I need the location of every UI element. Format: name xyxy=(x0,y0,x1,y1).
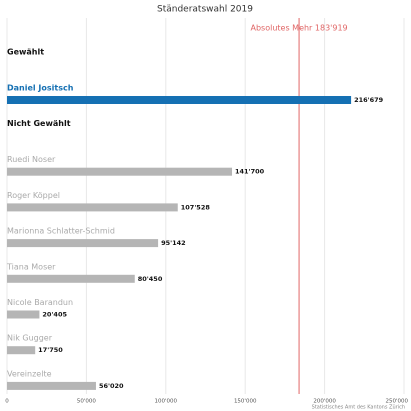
value-label: 17'750 xyxy=(38,346,63,354)
source: Statistisches Amt des Kantons Zürich xyxy=(312,405,405,411)
chart-title: Ständeratswahl 2019 xyxy=(157,5,253,15)
category-label: Roger Köppel xyxy=(7,191,60,200)
group-header: Nicht Gewählt xyxy=(7,119,71,128)
value-label: 95'142 xyxy=(161,239,186,247)
value-label: 141'700 xyxy=(235,168,265,176)
category-label: Ruedi Noser xyxy=(7,155,56,164)
category-label: Nik Gugger xyxy=(7,334,53,343)
category-label: Vereinzelte xyxy=(7,369,52,378)
value-label: 216'679 xyxy=(354,96,384,104)
category-label: Daniel Jositsch xyxy=(7,84,74,93)
bar xyxy=(7,274,135,283)
bar xyxy=(7,239,159,248)
x-tick-label: 50'000 xyxy=(77,399,97,405)
value-label: 80'450 xyxy=(138,275,163,283)
x-tick-label: 150'000 xyxy=(234,399,257,405)
bar xyxy=(7,96,352,104)
group-header: Gewählt xyxy=(7,48,44,57)
reference-label: Absolutes Mehr 183'919 xyxy=(250,24,347,33)
bar xyxy=(7,381,96,390)
value-label: 56'020 xyxy=(99,382,124,390)
category-label: Marionna Schlatter-Schmid xyxy=(7,227,115,236)
x-tick-label: 200'000 xyxy=(313,399,336,405)
value-label: 20'405 xyxy=(42,311,67,319)
category-label: Tiana Moser xyxy=(6,262,56,271)
bar xyxy=(7,346,36,355)
bar xyxy=(7,203,178,212)
category-label: Nicole Barandun xyxy=(7,298,73,307)
bar xyxy=(7,167,233,176)
bar xyxy=(7,310,40,319)
value-label: 107'528 xyxy=(181,203,211,211)
x-tick-label: 100'000 xyxy=(155,399,178,405)
x-tick-label: 0 xyxy=(5,399,9,405)
x-tick-label: 250'000 xyxy=(385,399,408,405)
